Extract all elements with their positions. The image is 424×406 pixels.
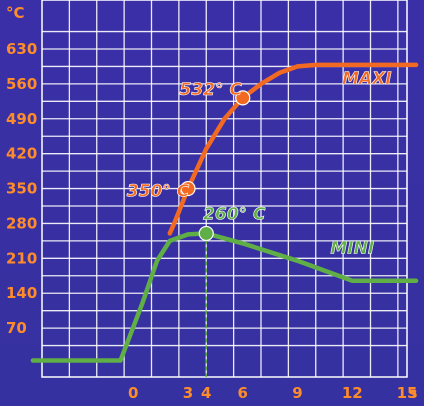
y-tick-label: 490 [6,110,37,128]
annotation-label: 350° C [127,182,190,202]
x-tick-label: 15 [397,384,418,402]
axes: 70 140 210 280 350 420 490 560 630 0 3 4 6 9 12 15 °C s [6,4,418,402]
y-tick-label: 280 [6,214,37,232]
labels: MAXI MINI 350° C 532° C 260° C [127,69,392,259]
x-tick-label: 9 [292,384,302,402]
y-tick-label: 630 [6,40,37,58]
y-tick-label: 70 [6,319,27,337]
x-tick-label: 3 [183,384,193,402]
y-tick-label: 140 [6,284,37,302]
grid [41,0,408,378]
annotation-label: 260° C [203,204,266,224]
series-label-maxi: MAXI [342,69,392,89]
annotation-marker [235,90,251,106]
y-tick-label: 210 [6,249,37,267]
x-unit-label: s [409,384,418,402]
annotation-marker [180,180,196,197]
x-tick-label: 0 [128,384,138,402]
y-unit-label: °C [6,4,25,22]
markers [180,90,251,377]
y-tick-label: 350 [6,180,37,198]
x-tick-label: 12 [342,384,363,402]
series-label-mini: MINI [330,238,374,258]
annotation-marker [198,225,214,242]
y-tick-label: 560 [6,75,37,93]
annotation-label: 532° C [180,80,243,100]
x-tick-label: 6 [238,384,248,402]
y-tick-label: 420 [6,145,37,163]
x-tick-label: 4 [201,384,211,402]
